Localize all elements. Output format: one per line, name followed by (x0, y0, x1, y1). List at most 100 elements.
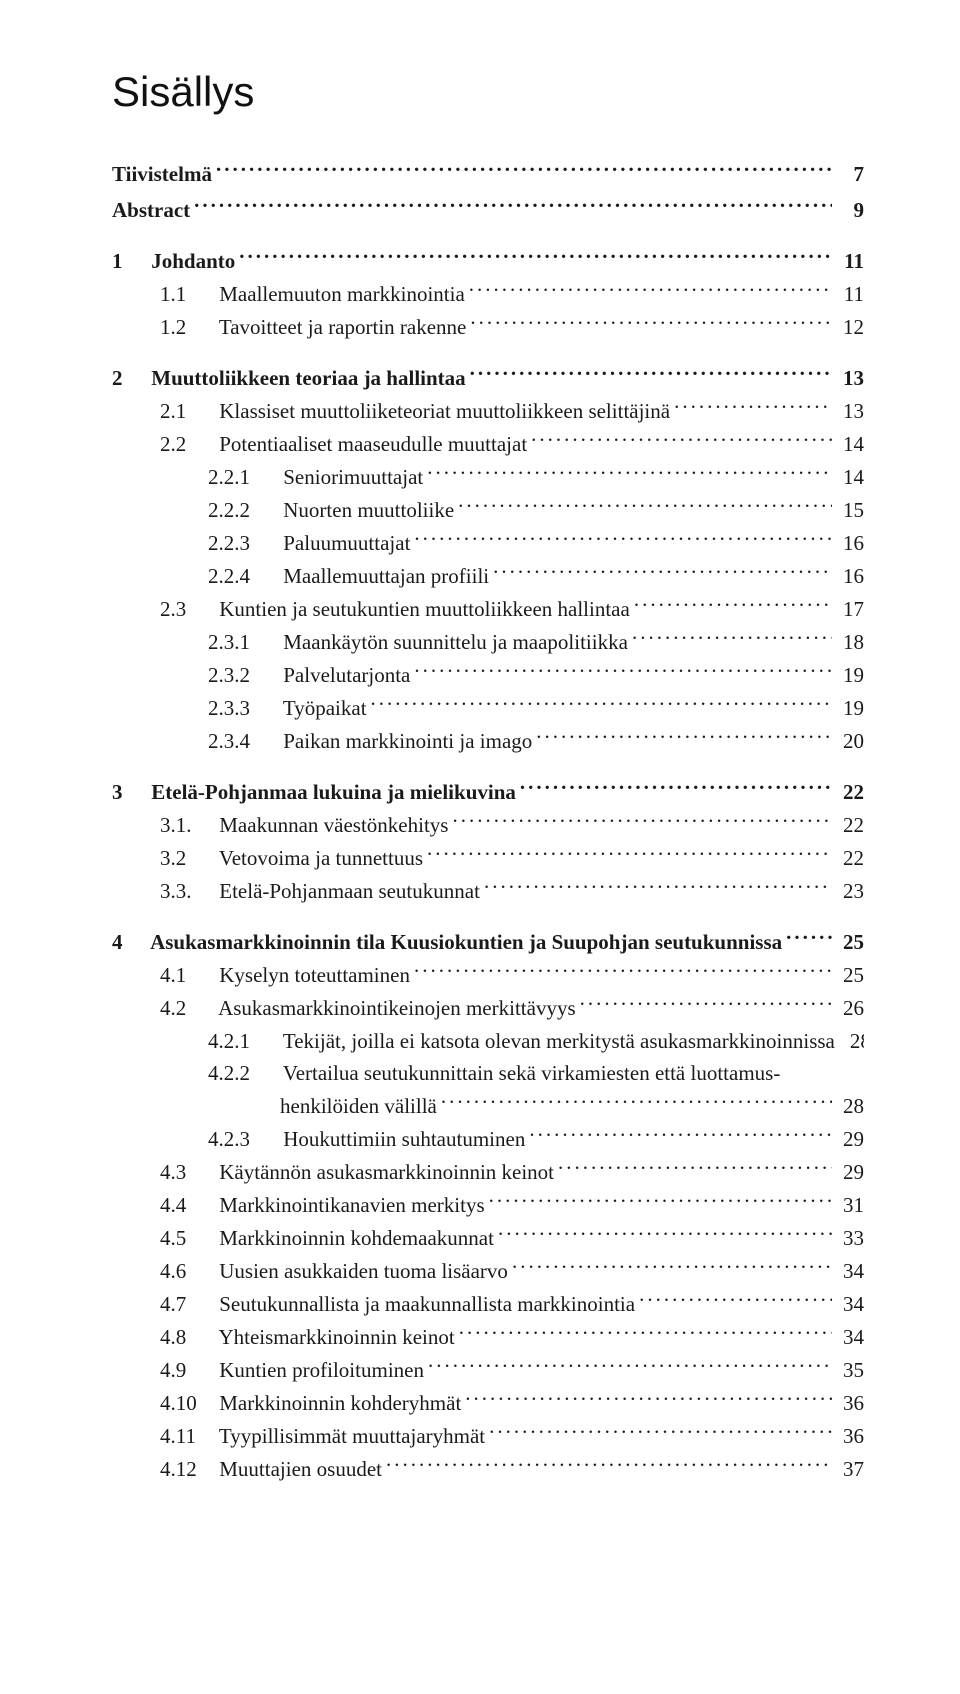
toc-entry-label: 4 Asukasmarkkinoinnin tila Kuusiokuntien… (112, 927, 782, 959)
toc-entry-label: 3.1. Maakunnan väestönkehitys (112, 810, 448, 842)
toc-entry-page: 22 (836, 843, 864, 875)
dot-leaders (427, 461, 832, 484)
toc-line: 2.2.2 Nuorten muuttoliike15 (112, 494, 864, 527)
toc-entry-page: 25 (836, 960, 864, 992)
dot-leaders (489, 1189, 832, 1212)
dot-leaders (414, 527, 832, 550)
toc-entry-text: Asukasmarkkinointikeinojen merkittävyys (218, 996, 576, 1020)
toc-entry-label: 1 Johdanto (112, 246, 235, 278)
dot-leaders (634, 593, 832, 616)
toc-entry-label: 2.3 Kuntien ja seutukuntien muuttoliikke… (112, 594, 630, 626)
toc-entry-label: 4.2.1 Tekijät, joilla ei katsota olevan … (112, 1026, 835, 1058)
toc-entry-page: 19 (836, 660, 864, 692)
toc-line: 1.1 Maallemuuton markkinointia11 (112, 278, 864, 311)
dot-leaders (386, 1453, 832, 1476)
toc-entry-label: 1.2 Tavoitteet ja raportin rakenne (112, 312, 466, 344)
toc-entry-number: 4.2.1 (208, 1026, 278, 1058)
toc-line: 4.2.1 Tekijät, joilla ei katsota olevan … (112, 1025, 864, 1058)
toc-entry-number: 2.2.3 (208, 528, 278, 560)
toc-entry-label: Abstract (112, 195, 190, 227)
toc-entry-label: 2.3.4 Paikan markkinointi ja imago (112, 726, 532, 758)
dot-leaders (371, 692, 832, 715)
toc-entry-text: Nuorten muuttoliike (283, 498, 454, 522)
dot-leaders (632, 626, 832, 649)
dot-leaders (428, 1354, 832, 1377)
toc-entry-page: 18 (836, 627, 864, 659)
toc-entry-text: Etelä-Pohjanmaa lukuina ja mielikuvina (151, 780, 516, 804)
toc-entry-page: 23 (836, 876, 864, 908)
dot-leaders (470, 311, 832, 334)
toc-line: 2.3.1 Maankäytön suunnittelu ja maapolit… (112, 626, 864, 659)
toc-line: 2 Muuttoliikkeen teoriaa ja hallintaa13 (112, 362, 864, 395)
toc-line: 2.3.4 Paikan markkinointi ja imago20 (112, 725, 864, 758)
toc-entry-page: 16 (836, 561, 864, 593)
toc-entry-page: 14 (836, 462, 864, 494)
toc-entry-number: 4.1 (160, 960, 214, 992)
toc-entry-number: 2.2.1 (208, 462, 278, 494)
toc-entry-page: 28 (836, 1091, 864, 1123)
toc-entry-page: 29 (836, 1157, 864, 1189)
toc-entry-label: 3 Etelä-Pohjanmaa lukuina ja mielikuvina (112, 777, 516, 809)
toc-line: 1.2 Tavoitteet ja raportin rakenne 12 (112, 311, 864, 344)
toc-line: 4.1 Kyselyn toteuttaminen25 (112, 959, 864, 992)
toc-entry-text: Potentiaaliset maaseudulle muuttajat (219, 432, 527, 456)
dot-leaders (512, 1255, 832, 1278)
toc-line: 3.3. Etelä-Pohjanmaan seutukunnat23 (112, 875, 864, 908)
toc-entry-text: Yhteismarkkinoinnin keinot (218, 1325, 454, 1349)
toc-entry-text: Asukasmarkkinoinnin tila Kuusiokuntien j… (150, 930, 782, 954)
toc-entry-number: 4.7 (160, 1289, 214, 1321)
toc-line: 4.2 Asukasmarkkinointikeinojen merkittäv… (112, 992, 864, 1025)
dot-leaders (194, 194, 832, 217)
dot-leaders (465, 1387, 832, 1410)
toc-line: henkilöiden välillä28 (112, 1090, 864, 1123)
dot-leaders (493, 560, 832, 583)
toc-entry-text: Käytännön asukasmarkkinoinnin keinot (219, 1160, 554, 1184)
dot-leaders (639, 1288, 832, 1311)
toc-entry-number: 3 (112, 777, 146, 809)
toc-entry-number: 3.3. (160, 876, 214, 908)
toc-entry-number: 2 (112, 363, 146, 395)
toc-line: 1 Johdanto 11 (112, 245, 864, 278)
toc-entry-page: 12 (836, 312, 864, 344)
toc-line: 4.6 Uusien asukkaiden tuoma lisäarvo34 (112, 1255, 864, 1288)
dot-leaders (469, 278, 832, 301)
toc-entry-text: Tyypillisimmät muuttajaryhmät (219, 1424, 485, 1448)
toc-entry-page: 7 (836, 159, 864, 191)
toc-entry-page: 15 (836, 495, 864, 527)
toc-entry-page: 22 (836, 777, 864, 809)
toc-entry-text: Houkuttimiin suhtautuminen (283, 1127, 525, 1151)
toc-line: 3.2 Vetovoima ja tunnettuus 22 (112, 842, 864, 875)
toc-entry-label: Tiivistelmä (112, 159, 212, 191)
toc-entry-label: 4.5 Markkinoinnin kohdemaakunnat (112, 1223, 494, 1255)
dot-leaders (216, 158, 832, 181)
toc-line: 4 Asukasmarkkinoinnin tila Kuusiokuntien… (112, 926, 864, 959)
toc-entry-label: 4.4 Markkinointikanavien merkitys (112, 1190, 485, 1222)
toc-entry-page: 11 (836, 246, 864, 278)
toc-entry-text: Työpaikat (283, 696, 367, 720)
toc-line: 4.7 Seutukunnallista ja maakunnallista m… (112, 1288, 864, 1321)
toc-line: 4.10 Markkinoinnin kohderyhmät36 (112, 1387, 864, 1420)
toc-entry-number: 4.10 (160, 1388, 214, 1420)
toc-entry-text: Kuntien profiloituminen (219, 1358, 424, 1382)
toc-line: 3.1. Maakunnan väestönkehitys22 (112, 809, 864, 842)
toc-entry-text: Tiivistelmä (112, 162, 212, 186)
toc-entry-page: 13 (836, 396, 864, 428)
toc-entry-number: 4.12 (160, 1454, 214, 1486)
toc-line: 4.12 Muuttajien osuudet37 (112, 1453, 864, 1486)
toc-entry-page: 9 (836, 195, 864, 227)
toc-entry-number: 2.2 (160, 429, 214, 461)
dot-leaders (674, 395, 832, 418)
toc-entry-number: 4.2 (160, 993, 214, 1025)
toc-entry-text: Palvelutarjonta (283, 663, 410, 687)
toc-line: 2.1 Klassiset muuttoliiketeoriat muuttol… (112, 395, 864, 428)
toc-entry-page: 26 (836, 993, 864, 1025)
dot-leaders (484, 875, 832, 898)
toc-entry-text: Johdanto (151, 249, 235, 273)
toc-entry-page: 36 (836, 1421, 864, 1453)
toc-entry-number: 3.2 (160, 843, 214, 875)
toc-entry-label: 3.2 Vetovoima ja tunnettuus (112, 843, 423, 875)
toc-entry-label: 4.6 Uusien asukkaiden tuoma lisäarvo (112, 1256, 508, 1288)
toc-entry-label: 4.7 Seutukunnallista ja maakunnallista m… (112, 1289, 635, 1321)
dot-leaders (531, 428, 832, 451)
toc-entry-page: 36 (836, 1388, 864, 1420)
